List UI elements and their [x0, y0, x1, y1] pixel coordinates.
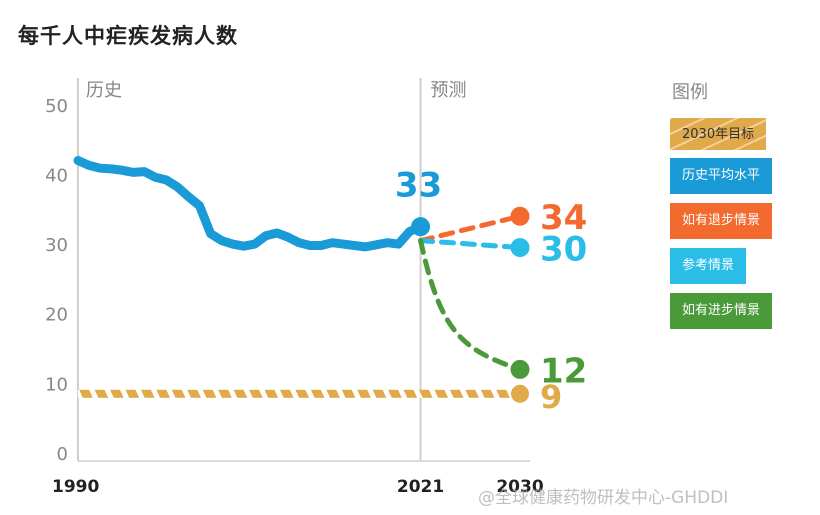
series-endpoint-2 — [510, 238, 530, 258]
legend-item: 参考情景 — [670, 248, 747, 284]
series-line-1 — [418, 213, 523, 244]
watermark: @全球健康药物研发中心-GHDDI — [478, 488, 729, 508]
series-endpoint-1 — [510, 206, 530, 226]
period-label-history: 历史 — [86, 80, 122, 101]
legend-item: 2030年目标 — [670, 118, 767, 150]
legend-item: 如有进步情景 — [670, 293, 773, 329]
series-end-label-1: 34 — [540, 198, 587, 238]
target-end-label: 9 — [540, 378, 562, 416]
x-tick-label: 1990 — [52, 477, 99, 497]
chart-title: 每千人中疟疾发病人数 — [18, 24, 238, 48]
y-tick-label: 30 — [45, 235, 68, 256]
series-line-2 — [418, 238, 523, 251]
legend-item: 如有退步情景 — [670, 203, 773, 239]
y-tick-label: 50 — [45, 96, 68, 117]
series-endpoint-3 — [510, 359, 530, 379]
target-band — [78, 389, 520, 398]
legend-title: 图例 — [672, 82, 708, 103]
y-tick-label: 20 — [45, 305, 68, 326]
series-line-3 — [418, 238, 523, 372]
y-tick-label: 0 — [57, 444, 68, 465]
series-end-label-3: 12 — [540, 351, 587, 391]
y-tick-label: 40 — [45, 165, 68, 186]
x-tick-label: 2030 — [496, 477, 543, 497]
series-end-label-0: 33 — [395, 166, 442, 206]
series-endpoint-0 — [411, 217, 431, 237]
y-tick-label: 10 — [45, 374, 68, 395]
series-line-0 — [73, 156, 426, 252]
target-endpoint — [511, 384, 529, 403]
series-end-label-2: 30 — [540, 230, 587, 270]
x-tick-label: 2021 — [397, 477, 444, 497]
legend-item: 历史平均水平 — [670, 158, 773, 194]
period-label-forecast: 预测 — [431, 80, 467, 101]
